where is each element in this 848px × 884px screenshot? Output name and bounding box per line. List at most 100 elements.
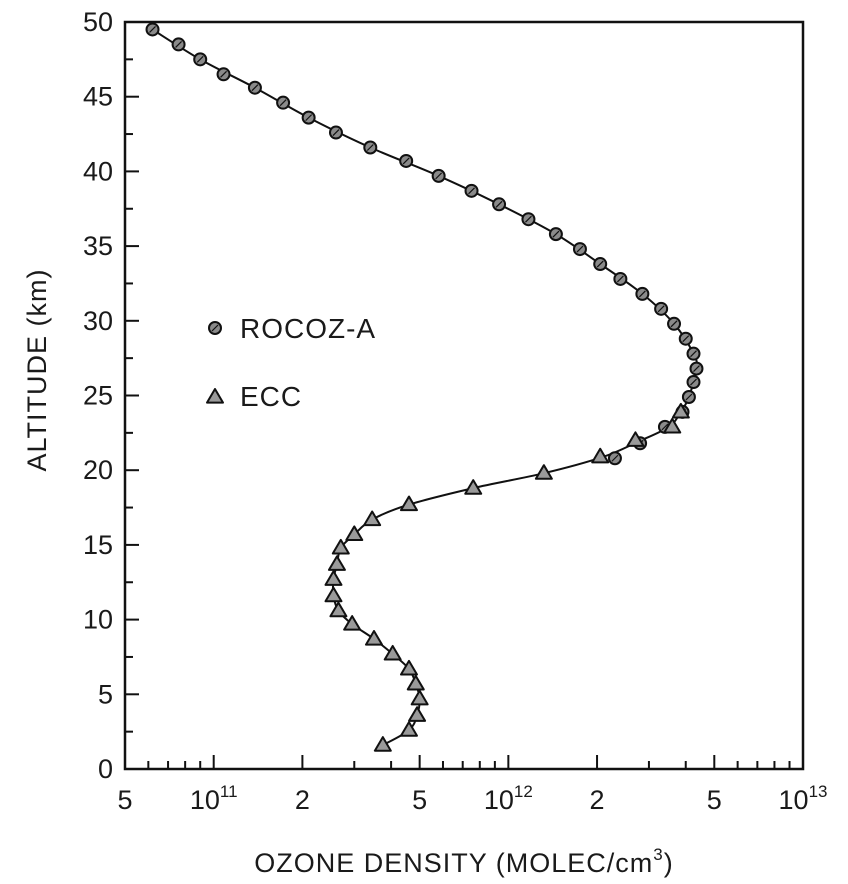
rocoz-a-point [607, 451, 622, 466]
x-tick-label: 1012 [484, 782, 533, 815]
rocoz-a-point [613, 271, 628, 286]
rocoz-a-point-hatch [552, 230, 560, 238]
rocoz-a-point-hatch [495, 200, 503, 208]
x-axis-title: OZONE DENSITY (MOLEC/cm3) [254, 845, 674, 878]
rocoz-a-point [145, 22, 160, 37]
legend: ROCOZ-A ECC [206, 313, 376, 412]
ecc-point [399, 659, 418, 676]
rocoz-a-point-hatch [693, 365, 700, 373]
profile-curve [151, 28, 698, 746]
rocoz-a-point [521, 212, 536, 227]
rocoz-a-point [328, 125, 343, 140]
ecc-point [464, 479, 483, 495]
x-axis-title-main: OZONE DENSITY (MOLEC/cm [254, 848, 653, 878]
y-tick-label: 5 [98, 679, 113, 709]
rocoz-a-point [678, 331, 693, 346]
ecc-point [591, 447, 610, 464]
data-markers [145, 22, 704, 752]
x-tick-label: 5 [707, 785, 722, 815]
y-tick-label: 50 [83, 7, 113, 37]
rocoz-a-point [686, 375, 701, 390]
rocoz-a-point [572, 242, 587, 257]
rocoz-a-point [635, 286, 650, 301]
legend-item-ecc: ECC [206, 381, 302, 412]
ecc-point [671, 402, 690, 419]
ecc-point [329, 601, 348, 618]
ecc-point [327, 555, 346, 571]
rocoz-a-point [654, 301, 669, 316]
rocoz-a-point-hatch [670, 320, 678, 328]
rocoz-a-point [686, 346, 701, 361]
legend-triangle-marker [206, 388, 224, 404]
rocoz-a-point [301, 110, 316, 125]
y-tick-label: 40 [83, 156, 113, 186]
rocoz-a-point-hatch [596, 260, 604, 268]
rocoz-a-point [548, 227, 563, 242]
legend-circle [208, 321, 222, 335]
ecc-point [408, 706, 427, 722]
rocoz-a-point [667, 316, 682, 331]
rocoz-a-point-hatch [402, 157, 410, 165]
rocoz-a-point [193, 52, 208, 67]
rocoz-a-point [593, 257, 608, 272]
legend-item-rocoz-a: ROCOZ-A [208, 313, 376, 344]
rocoz-a-point-hatch [616, 275, 624, 283]
profile-curve-layer [151, 28, 698, 746]
rocoz-a-point-hatch [435, 172, 443, 180]
x-tick-label: 1011 [190, 782, 238, 815]
rocoz-a-point-hatch [525, 215, 532, 223]
ecc-point [410, 689, 429, 706]
rocoz-a-point-hatch [196, 55, 204, 63]
ecc-point [399, 495, 418, 512]
y-axis-title: ALTITUDE (km) [22, 269, 52, 472]
rocoz-a-point-hatch [685, 393, 693, 401]
x-tick-label: 5 [117, 785, 132, 815]
x-tick-label: 1013 [779, 782, 828, 815]
plot-frame [123, 20, 805, 771]
rocoz-a-point-hatch [251, 84, 259, 92]
rocoz-a-point [171, 37, 186, 52]
rocoz-a-point [363, 140, 378, 155]
ecc-point [534, 464, 553, 480]
rocoz-a-point-hatch [690, 350, 697, 358]
rocoz-a-point-hatch [690, 378, 697, 386]
rocoz-a-point-hatch [175, 40, 183, 48]
y-tick-label: 0 [98, 754, 113, 784]
rocoz-a-point [689, 361, 704, 376]
ecc-point [383, 644, 402, 661]
ecc-point [363, 510, 382, 527]
y-tick-label: 25 [83, 381, 113, 411]
ecc-point [663, 417, 682, 434]
legend-triangle [206, 388, 224, 404]
rocoz-a-point-hatch [468, 187, 475, 195]
ecc-point [343, 615, 362, 631]
rocoz-a-point [492, 197, 507, 212]
axis-ticks [124, 21, 804, 770]
legend-circle-hatch [211, 324, 219, 332]
y-tick-label: 30 [83, 306, 113, 336]
ecc-point [324, 586, 343, 603]
legend-label-rocoz-a: ROCOZ-A [240, 313, 376, 344]
rocoz-a-point-hatch [657, 305, 665, 313]
rocoz-a-point-hatch [576, 245, 584, 253]
x-tick-label: 5 [412, 785, 427, 815]
rocoz-a-point-hatch [682, 335, 690, 343]
rocoz-a-point-hatch [279, 99, 287, 107]
x-tick-label: 2 [295, 785, 310, 815]
rocoz-a-point-hatch [661, 423, 669, 431]
rocoz-a-point [216, 67, 231, 82]
rocoz-a-point [431, 168, 446, 183]
rocoz-a-point-hatch [149, 26, 156, 33]
y-tick-label: 45 [83, 82, 113, 112]
rocoz-a-point-hatch [332, 129, 340, 136]
ecc-point [399, 721, 418, 737]
y-tick-label: 10 [83, 605, 113, 635]
ecc-point [324, 570, 343, 586]
x-axis-title-close: ) [664, 848, 674, 878]
x-tick-label: 2 [590, 785, 605, 815]
rocoz-a-point-hatch [305, 114, 313, 122]
ecc-point [406, 674, 425, 691]
legend-label-ecc: ECC [240, 381, 302, 412]
ecc-point [365, 630, 384, 646]
